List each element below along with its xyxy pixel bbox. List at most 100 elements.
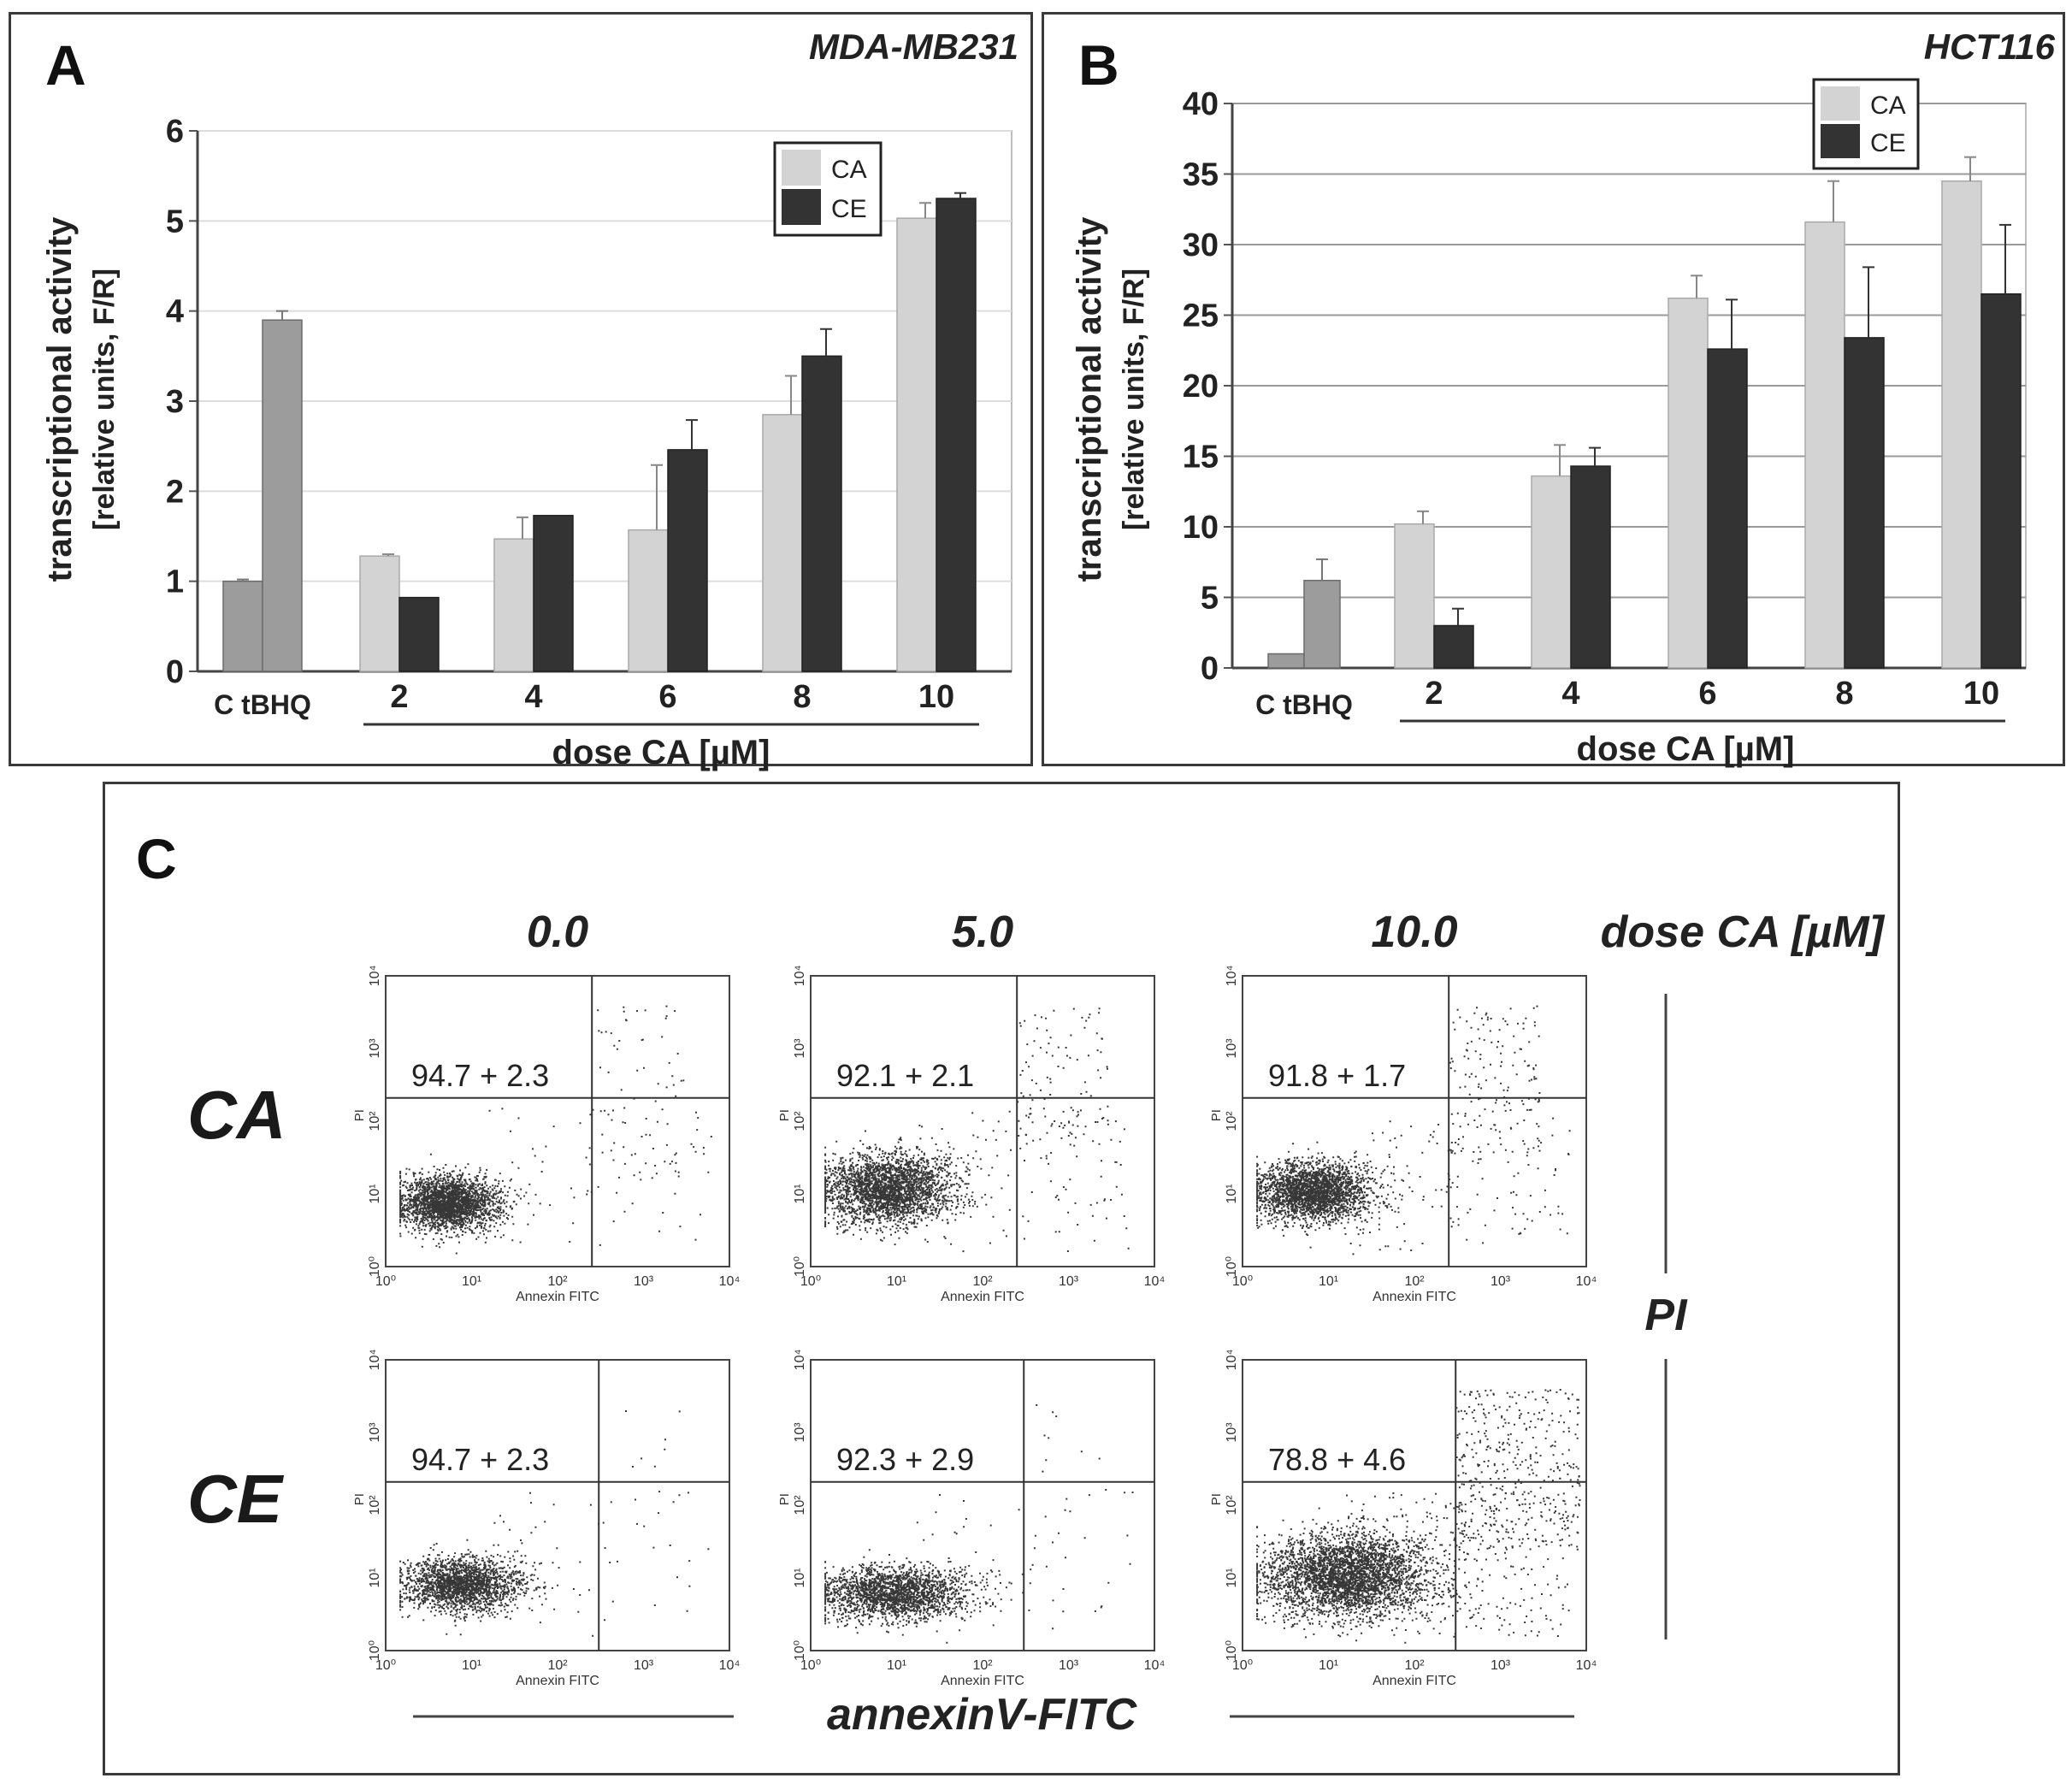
x-axis-title: dose CA [µM] bbox=[552, 734, 770, 771]
y-tick-label: 25 bbox=[1183, 298, 1219, 334]
x-tick-label: 10¹ bbox=[887, 1274, 906, 1289]
y-axis-title-line1: transcriptional activity bbox=[41, 216, 79, 582]
viability-value: 92.1 + 2.1 bbox=[836, 1058, 974, 1093]
x-tick-label: 10³ bbox=[634, 1274, 654, 1289]
y-tick-label: 10³ bbox=[793, 1422, 807, 1443]
legend-label-ce: CE bbox=[1870, 129, 1906, 157]
viability-value: 78.8 + 4.6 bbox=[1268, 1442, 1406, 1477]
x-tick-label: 10² bbox=[972, 1658, 993, 1673]
y-tick-label: 0 bbox=[166, 654, 184, 690]
y-tick-label: 10⁴ bbox=[368, 966, 382, 987]
y-tick-label: 10⁴ bbox=[793, 966, 807, 987]
viability-value: 92.3 + 2.9 bbox=[836, 1442, 974, 1477]
legend-swatch-ce bbox=[782, 189, 821, 225]
bar-ce-8 bbox=[1844, 337, 1885, 669]
y-tick-label: 10² bbox=[368, 1111, 382, 1131]
x-axis-title: Annexin FITC bbox=[1372, 1290, 1456, 1304]
viability-value: 91.8 + 1.7 bbox=[1268, 1058, 1406, 1093]
y-axis-title: PI bbox=[1209, 1109, 1224, 1121]
y-tick-label: 15 bbox=[1183, 440, 1219, 476]
legend-label-ce: CE bbox=[831, 195, 867, 223]
y-tick-label: 10⁰ bbox=[368, 1256, 382, 1277]
y-tick-label: 4 bbox=[166, 294, 184, 330]
y-tick-label: 10⁴ bbox=[1225, 1350, 1239, 1371]
x-tick-label: 10¹ bbox=[462, 1658, 481, 1673]
y-tick-label: 10⁴ bbox=[1225, 966, 1239, 987]
side-axis-label: PI bbox=[1644, 1291, 1688, 1340]
legend-label-ca: CA bbox=[831, 156, 867, 184]
chart-a: 0 1 2 3 4 5 6 2 4 6 8 10 C tBHQ dose CA [µM] transcrip… bbox=[41, 27, 1018, 771]
y-tick-label: 10¹ bbox=[1225, 1184, 1239, 1203]
bar-ca-6 bbox=[1668, 297, 1709, 669]
flow-plot-frame bbox=[1242, 975, 1587, 1267]
x-category-label: 6 bbox=[1698, 676, 1716, 712]
x-tick-label: 10⁰ bbox=[375, 1274, 396, 1289]
y-tick-label: 30 bbox=[1183, 227, 1219, 263]
x-category-label: 8 bbox=[793, 679, 811, 715]
legend-swatch-ce bbox=[1821, 124, 1860, 158]
x-tick-label: 10² bbox=[547, 1658, 568, 1673]
y-tick-label: 10² bbox=[1225, 1495, 1239, 1515]
bar-ce-10 bbox=[936, 198, 977, 672]
x-tick-label: 10³ bbox=[1059, 1274, 1079, 1289]
x-axis-title: Annexin FITC bbox=[516, 1290, 599, 1304]
panel-b: 0 5 10 15 20 25 30 35 40 2 4 6 8 10 C tBHQ dose CA [µM]… bbox=[1042, 12, 2065, 768]
panel-letter: C bbox=[136, 827, 177, 890]
x-tick-label: 10⁴ bbox=[719, 1274, 741, 1289]
y-axis-title: PI bbox=[352, 1493, 367, 1505]
bar-control-c bbox=[222, 580, 263, 672]
panel-letter: A bbox=[45, 33, 86, 97]
y-tick-label: 20 bbox=[1183, 369, 1219, 405]
x-tick-label: 10¹ bbox=[1319, 1658, 1338, 1673]
event-dots bbox=[399, 1410, 710, 1637]
y-tick-label: 10² bbox=[793, 1111, 807, 1131]
legend-label-ca: CA bbox=[1870, 92, 1906, 120]
y-tick-label: 10 bbox=[1183, 510, 1219, 546]
chart-b: 0 5 10 15 20 25 30 35 40 2 4 6 8 10 C tBHQ dose CA [µM]… bbox=[1071, 27, 2056, 768]
y-tick-label: 10¹ bbox=[793, 1568, 807, 1587]
x-tick-label: 10⁴ bbox=[719, 1658, 741, 1673]
legend-swatch-ca bbox=[1821, 86, 1860, 121]
x-tick-label: 10⁰ bbox=[1232, 1274, 1253, 1289]
row-label-ce: CE bbox=[187, 1461, 285, 1537]
bar-control-tbhq bbox=[1303, 579, 1341, 669]
bottom-axis-label: annexinV-FITC bbox=[827, 1690, 1138, 1740]
y-axis-title: PI bbox=[777, 1493, 792, 1505]
x-tick-label: 10² bbox=[1404, 1658, 1425, 1673]
bar-ce-4 bbox=[1570, 465, 1611, 669]
x-tick-label: 10³ bbox=[1491, 1658, 1511, 1673]
panel-c: C 0.0 5.0 10.0 dose CA [µM] CA CE 94.7 + 2.3 10⁰… bbox=[103, 782, 1900, 1775]
y-tick-label: 10³ bbox=[1225, 1038, 1239, 1059]
x-axis-title: dose CA [µM] bbox=[1577, 730, 1795, 768]
x-category-label: 2 bbox=[390, 679, 408, 715]
y-tick-label: 10¹ bbox=[793, 1184, 807, 1203]
y-tick-label: 10⁰ bbox=[368, 1640, 382, 1661]
x-tick-label: 10² bbox=[1404, 1274, 1425, 1289]
y-axis-title-line1: transcriptional activity bbox=[1071, 216, 1108, 582]
dose-header: 5.0 bbox=[952, 907, 1013, 957]
chart-title: HCT116 bbox=[1924, 27, 2056, 67]
viability-value: 94.7 + 2.3 bbox=[411, 1442, 549, 1477]
y-tick-label: 10¹ bbox=[1225, 1568, 1239, 1587]
bar-ca-4 bbox=[493, 538, 534, 672]
y-tick-label: 10³ bbox=[1225, 1422, 1239, 1443]
y-tick-label: 10⁴ bbox=[793, 1350, 807, 1371]
y-tick-label: 10³ bbox=[368, 1038, 382, 1059]
y-axis-title: PI bbox=[352, 1109, 367, 1121]
y-tick-label: 10⁰ bbox=[1225, 1640, 1239, 1661]
y-tick-label: 10¹ bbox=[368, 1184, 382, 1203]
flow-plot-frame bbox=[385, 1359, 730, 1651]
bar-ca-2 bbox=[359, 555, 400, 672]
bar-ce-10 bbox=[1981, 293, 2022, 669]
x-category-label: 10 bbox=[918, 679, 954, 715]
x-tick-label: 10³ bbox=[1059, 1658, 1079, 1673]
flow-plot-frame bbox=[1242, 1359, 1587, 1651]
viability-value: 94.7 + 2.3 bbox=[411, 1058, 549, 1093]
x-tick-label: 10⁴ bbox=[1144, 1274, 1166, 1289]
x-axis-title: Annexin FITC bbox=[1372, 1674, 1456, 1688]
x-category-label: 4 bbox=[524, 679, 542, 715]
y-tick-label: 10⁰ bbox=[793, 1256, 807, 1277]
y-axis-title: PI bbox=[1209, 1493, 1224, 1505]
